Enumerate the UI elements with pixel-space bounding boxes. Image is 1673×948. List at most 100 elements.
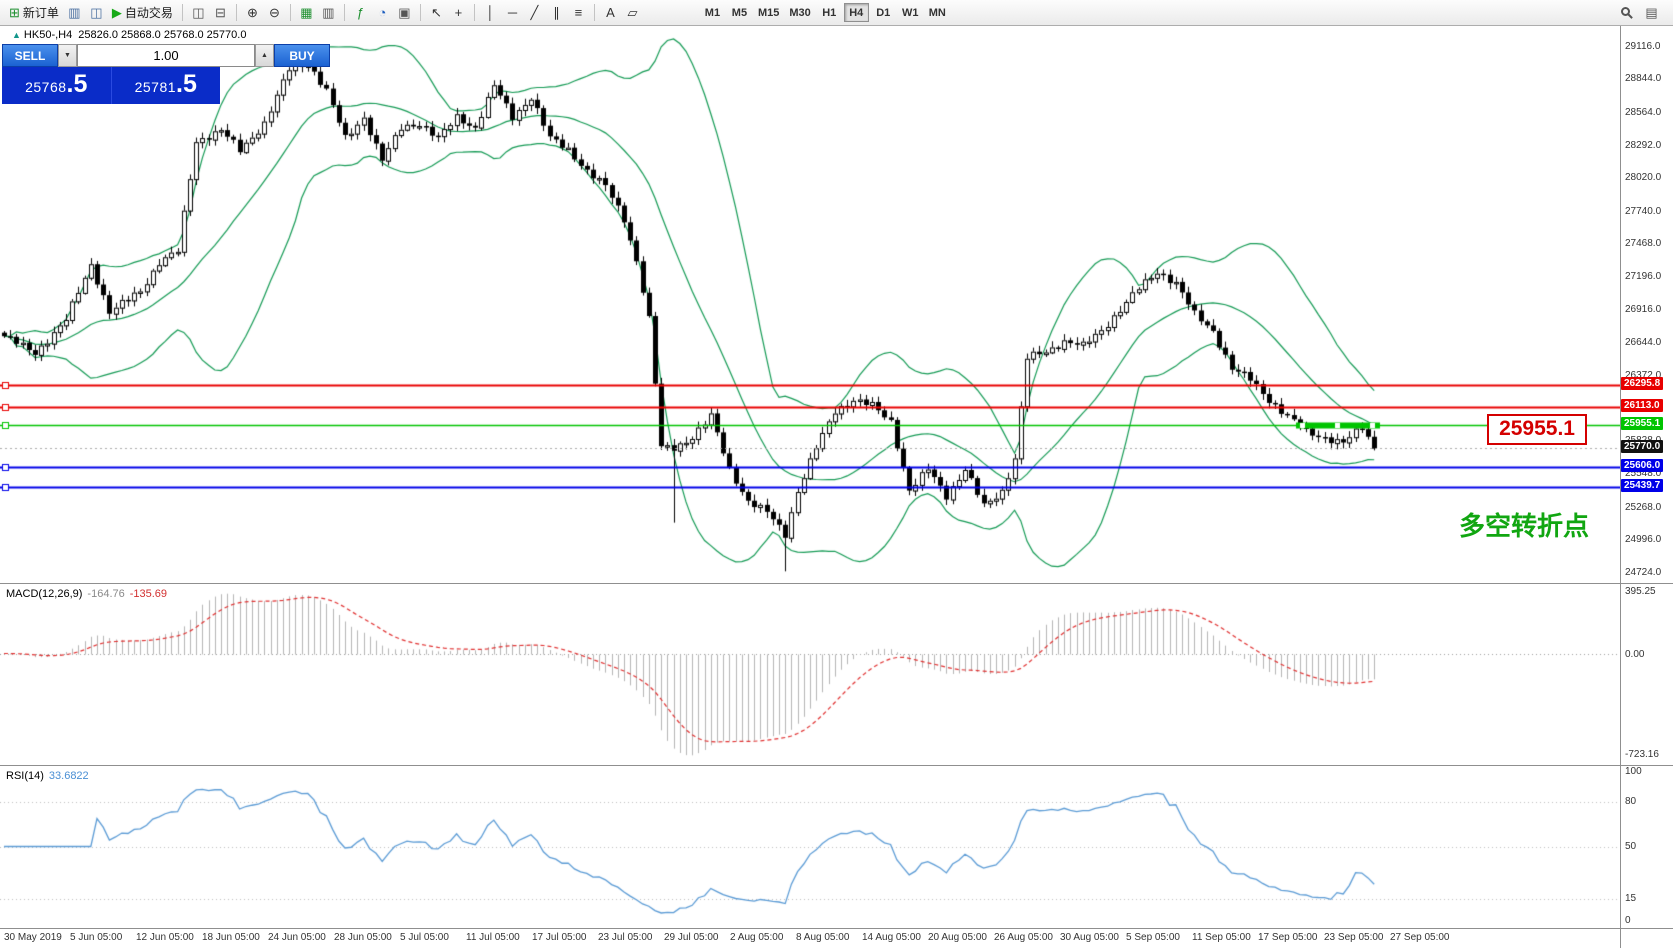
price-axis-label: 26916.0 [1625, 304, 1662, 316]
buy-price-main: 25781 [134, 79, 177, 95]
rsi-axis-label: 50 [1625, 840, 1637, 852]
timeframe-m30-button[interactable]: M30 [789, 6, 811, 19]
indicators-icon: ƒ [356, 5, 365, 20]
text-button[interactable]: A [600, 2, 621, 23]
crosshair-button[interactable]: + [448, 2, 469, 23]
time-axis[interactable]: 30 May 2019 5 Jun 05:00 12 Jun 05:00 18 Jun… [0, 929, 1620, 948]
price-axis-label: 25548.0 [1625, 468, 1662, 480]
time-axis-label: 29 Jul 05:00 [664, 932, 719, 943]
timeframe-d1-button[interactable]: D1 [876, 6, 891, 19]
vertical-line-button[interactable]: │ [480, 2, 501, 23]
fibonacci-button[interactable]: ≡ [568, 2, 589, 23]
grid-icon: ▦ [300, 5, 313, 20]
price-level-tag: 25439.7 [1621, 479, 1664, 493]
rsi-panel-canvas[interactable] [0, 766, 1620, 928]
indicators-button[interactable]: ƒ [350, 2, 371, 23]
volume-up-button[interactable]: ▲ [255, 44, 274, 67]
cursor-button[interactable]: ↖ [426, 2, 447, 23]
auto-trading-button[interactable]: ▶ 自动交易 [108, 2, 177, 23]
timeframe-w1-button[interactable]: W1 [902, 6, 919, 19]
price-level-tag: 26113.0 [1621, 398, 1663, 412]
one-click-trading-panel: SELL ▼ ▲ BUY 25768.5 25781.5 [2, 44, 330, 104]
time-axis-label: 17 Jul 05:00 [532, 932, 587, 943]
rsi-axis-label: 0 [1625, 915, 1631, 926]
price-axis-label: 28564.0 [1625, 106, 1662, 118]
channel-icon: ∥ [553, 5, 560, 20]
price-axis-label: 28292.0 [1625, 139, 1662, 151]
volume-input[interactable] [77, 44, 255, 67]
panel-splitter-macd[interactable] [0, 583, 1673, 584]
time-axis-label: 24 Jun 05:00 [268, 932, 326, 943]
buy-price-button[interactable]: 25781.5 [110, 67, 220, 104]
zoom-in-button[interactable]: ⊕ [242, 2, 263, 23]
price-axis[interactable]: 29116.0 28844.0 28564.0 28292.0 28020.0 27740… [1620, 0, 1673, 948]
chart-shift-icon: ▥ [322, 5, 335, 20]
price-axis-label: 26372.0 [1625, 369, 1662, 381]
toolbar-separator [343, 4, 345, 21]
toolbar-separator [419, 4, 421, 21]
zoom-out-button[interactable]: ⊖ [264, 2, 285, 23]
search-button[interactable] [1616, 2, 1637, 23]
macd-panel-canvas[interactable] [0, 584, 1620, 765]
panel-splitter-rsi[interactable] [0, 765, 1673, 766]
rsi-axis-label: 80 [1625, 795, 1637, 807]
sell-price-button[interactable]: 25768.5 [2, 67, 111, 104]
time-axis-label: 8 Aug 05:00 [796, 932, 850, 943]
shapes-button[interactable]: ▱ [622, 2, 643, 23]
horizontal-line-button[interactable]: ─ [502, 2, 523, 23]
toolbar-buttons: ⊞ 新订单 ▥ ◫ ▶ 自动交易 ◫ ⊟ ⊕ ⊖ ▦ ▥ ƒ ◔ ▣ ↖ + │ ─ ╱ ∥ ≡ A ▱ [5, 2, 643, 23]
channel-button[interactable]: ∥ [546, 2, 567, 23]
chart-shift-button[interactable]: ▥ [318, 2, 339, 23]
periods-button[interactable]: ◔ [372, 2, 393, 23]
price-axis-label: 26644.0 [1625, 336, 1662, 348]
macd-axis-label: -723.16 [1625, 749, 1659, 760]
grid-button[interactable]: ▦ [296, 2, 317, 23]
toolbar-separator [593, 4, 595, 21]
symbol-name: HK50-,H4 [23, 29, 73, 41]
data-window-button[interactable]: ▤ [1641, 2, 1662, 23]
charts-icon: ▥ [68, 5, 81, 20]
price-chart-canvas[interactable] [0, 26, 1620, 583]
profile-button[interactable]: ◫ [86, 2, 107, 23]
cascade-windows-button[interactable]: ⊟ [210, 2, 231, 23]
templates-button[interactable]: ▣ [394, 2, 415, 23]
buy-price-pips: .5 [176, 70, 197, 98]
auto-trading-icon: ▶ [111, 5, 122, 20]
timeframe-h4-button[interactable]: H4 [843, 3, 869, 22]
search-icon [1621, 7, 1630, 16]
tile-windows-button[interactable]: ◫ [188, 2, 209, 23]
time-axis-label: 17 Sep 05:00 [1258, 932, 1318, 943]
price-callout[interactable]: 25955.1 [1487, 414, 1587, 445]
sell-button[interactable]: SELL [2, 44, 58, 67]
macd-signal-value: -135.69 [129, 588, 168, 600]
cascade-windows-icon: ⊟ [214, 5, 226, 20]
time-axis-label: 11 Jul 05:00 [466, 932, 520, 943]
timeframe-m15-button[interactable]: M15 [757, 6, 780, 19]
vertical-line-icon: │ [486, 5, 495, 20]
time-axis-label: 18 Jun 05:00 [202, 932, 260, 943]
price-level-tag: 26295.8 [1621, 376, 1664, 390]
timeframe-m1-button[interactable]: M1 [704, 6, 721, 19]
charts-button[interactable]: ▥ [64, 2, 85, 23]
zoom-out-icon: ⊖ [268, 5, 280, 20]
price-axis-label: 28020.0 [1625, 172, 1662, 184]
volume-down-button[interactable]: ▼ [58, 44, 77, 67]
price-axis-label: 27740.0 [1625, 205, 1662, 217]
timeframe-h1-button[interactable]: H1 [822, 6, 837, 19]
price-axis-label: 27196.0 [1625, 270, 1662, 282]
rsi-value: 33.6822 [48, 770, 89, 782]
new-order-button[interactable]: ⊞ 新订单 [5, 2, 63, 23]
time-axis-label: 11 Sep 05:00 [1192, 932, 1251, 943]
shapes-icon: ▱ [627, 5, 638, 20]
buy-button[interactable]: BUY [274, 44, 330, 67]
new-order-label: 新订单 [22, 6, 59, 20]
profile-icon: ◫ [90, 5, 103, 20]
timeframe-m5-button[interactable]: M5 [731, 6, 748, 19]
timeframe-mn-button[interactable]: MN [928, 6, 946, 19]
annotation-text[interactable]: 多空转折点 [1458, 511, 1589, 541]
rsi-indicator-label: RSI(14) 33.6822 [6, 770, 89, 782]
trendline-button[interactable]: ╱ [524, 2, 545, 23]
price-axis-label: 29116.0 [1625, 40, 1661, 52]
cursor-icon: ↖ [430, 5, 442, 20]
